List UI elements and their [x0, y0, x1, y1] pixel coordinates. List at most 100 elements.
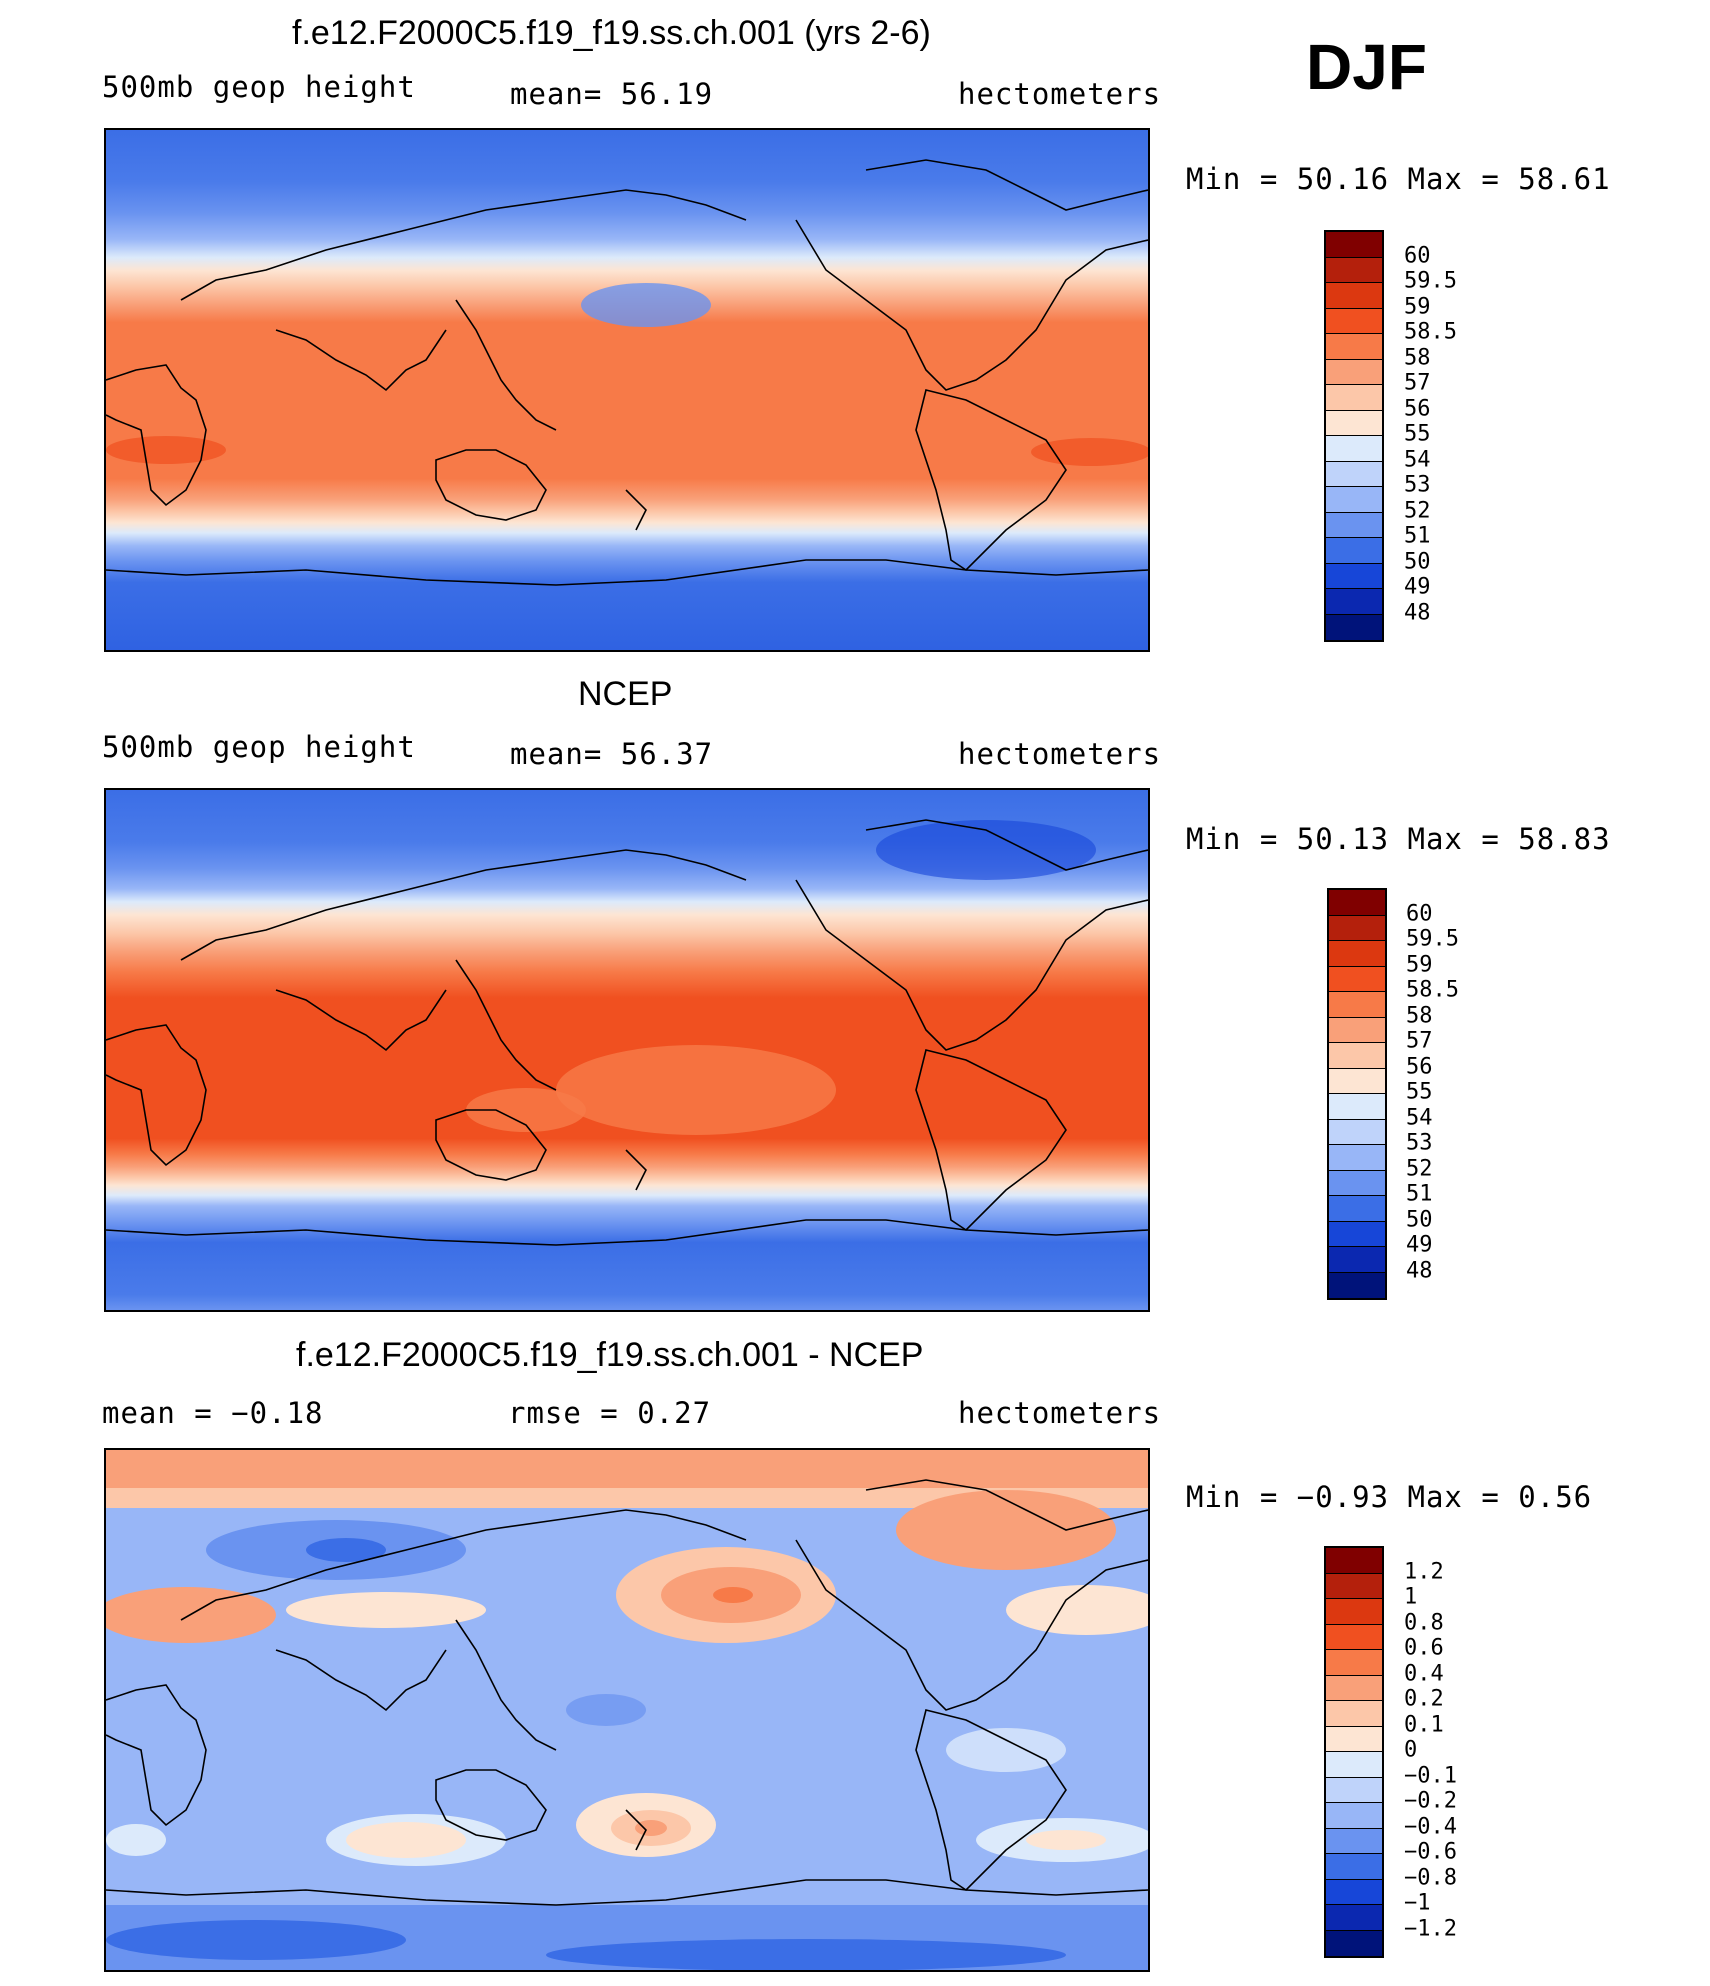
- colorbar-label: 52: [1406, 1156, 1433, 1181]
- colorbar-swatch: [1326, 308, 1382, 334]
- colorbar-swatch: [1326, 257, 1382, 283]
- colorbar-swatch: [1329, 1145, 1385, 1171]
- colorbar-swatch: [1326, 1624, 1382, 1650]
- panel-model-coastlines: [106, 159, 1148, 586]
- colorbar-label: 1: [1404, 1584, 1418, 1610]
- colorbar-label: −0.8: [1404, 1865, 1457, 1890]
- colorbar-swatch: [1329, 1221, 1385, 1247]
- colorbar-swatch: [1326, 487, 1382, 513]
- colorbar-swatch: [1326, 1599, 1382, 1625]
- colorbar-label: 50: [1404, 549, 1431, 574]
- colorbar-swatch: [1329, 1272, 1385, 1298]
- colorbar-label: 59: [1406, 952, 1433, 977]
- panel-obs-colorbar-labels: 60 59.5 59 58.5 58 57 56 55 54 53 52 51 …: [1406, 888, 1486, 1300]
- colorbar-swatch: [1329, 1119, 1385, 1145]
- colorbar-label: 0.4: [1404, 1661, 1444, 1686]
- colorbar-label: 56: [1404, 396, 1431, 421]
- colorbar-swatch: [1329, 1068, 1385, 1094]
- colorbar-label: 49: [1404, 574, 1431, 600]
- colorbar-swatch: [1326, 1573, 1382, 1599]
- panel-model-units-label: hectometers: [958, 77, 1162, 111]
- panel-obs-mean-label: mean= 56.37: [510, 737, 714, 771]
- colorbar-swatch: [1326, 410, 1382, 436]
- colorbar-label: 55: [1406, 1079, 1433, 1105]
- colorbar-label: 0.6: [1404, 1635, 1444, 1661]
- colorbar-swatch: [1326, 359, 1382, 385]
- colorbar-label: 52: [1404, 498, 1431, 523]
- panel-model-minmax-label: Min = 50.16 Max = 58.61: [1186, 162, 1611, 196]
- colorbar-label: 0.2: [1404, 1686, 1444, 1712]
- colorbar-swatch: [1326, 283, 1382, 309]
- panel-diff-title: f.e12.F2000C5.f19_f19.ss.ch.001 - NCEP: [296, 1336, 924, 1374]
- colorbar-swatch: [1329, 1196, 1385, 1222]
- colorbar-swatch: [1326, 385, 1382, 411]
- panel-obs-variable-label: 500mb geop height: [102, 730, 416, 764]
- colorbar-swatch: [1326, 1650, 1382, 1676]
- colorbar-label: 60: [1404, 243, 1431, 268]
- panel-obs-map-svg: [106, 790, 1148, 1310]
- panel-model-colorbar: [1324, 230, 1384, 642]
- colorbar-label: 49: [1406, 1232, 1433, 1258]
- panel-diff-mean-label: mean = −0.18: [102, 1396, 324, 1430]
- panel-obs-coastlines: [106, 819, 1148, 1246]
- colorbar-label: 57: [1404, 370, 1431, 396]
- colorbar-label: 60: [1406, 901, 1433, 926]
- colorbar-swatch: [1329, 941, 1385, 967]
- colorbar-label: −1.2: [1404, 1916, 1457, 1941]
- colorbar-swatch: [1326, 1752, 1382, 1778]
- colorbar-swatch: [1329, 915, 1385, 941]
- colorbar-swatch: [1326, 1548, 1382, 1574]
- panel-model-variable-label: 500mb geop height: [102, 70, 416, 104]
- panel-diff-colorbar-labels: 1.2 1 0.8 0.6 0.4 0.2 0.1 0 −0.1 −0.2 −0…: [1404, 1546, 1494, 1958]
- colorbar-swatch: [1326, 1726, 1382, 1752]
- colorbar-label: 58: [1404, 345, 1431, 370]
- colorbar-swatch: [1326, 512, 1382, 538]
- panel-diff-minmax-label: Min = −0.93 Max = 0.56: [1186, 1480, 1593, 1514]
- panel-model-colorbar-labels: 60 59.5 59 58.5 58 57 56 55 54 53 52 51 …: [1404, 230, 1484, 642]
- colorbar-label: −0.1: [1404, 1763, 1457, 1788]
- colorbar-swatch: [1326, 1701, 1382, 1727]
- panel-diff-coastlines: [106, 1479, 1148, 1906]
- colorbar-label: 58: [1406, 1003, 1433, 1028]
- colorbar-label: 59.5: [1406, 926, 1459, 952]
- colorbar-label: −0.2: [1404, 1788, 1457, 1814]
- colorbar-label: 59: [1404, 294, 1431, 319]
- panel-obs-units-label: hectometers: [958, 737, 1162, 771]
- colorbar-swatch: [1326, 334, 1382, 360]
- colorbar-label: 54: [1406, 1105, 1433, 1130]
- colorbar-label: 54: [1404, 447, 1431, 472]
- colorbar-swatch: [1326, 1828, 1382, 1854]
- colorbar-swatch: [1326, 232, 1382, 258]
- colorbar-swatch: [1329, 890, 1385, 916]
- panel-diff-units-label: hectometers: [958, 1396, 1162, 1430]
- colorbar-swatch: [1329, 1247, 1385, 1273]
- colorbar-swatch: [1326, 436, 1382, 462]
- colorbar-label: 0: [1404, 1737, 1418, 1763]
- colorbar-label: −1: [1404, 1890, 1431, 1916]
- colorbar-label: 56: [1406, 1054, 1433, 1079]
- colorbar-swatch: [1326, 589, 1382, 615]
- colorbar-label: 53: [1406, 1130, 1433, 1156]
- colorbar-label: 1.2: [1404, 1559, 1444, 1584]
- colorbar-swatch: [1329, 1094, 1385, 1120]
- panel-obs-colorbar: [1327, 888, 1387, 1300]
- colorbar-swatch: [1326, 1854, 1382, 1880]
- colorbar-label: −0.6: [1404, 1839, 1457, 1865]
- panel-diff-map: [104, 1448, 1150, 1972]
- colorbar-label: 48: [1406, 1258, 1433, 1283]
- colorbar-swatch: [1326, 614, 1382, 640]
- panel-obs-title: NCEP: [578, 675, 673, 713]
- season-label: DJF: [1306, 31, 1427, 103]
- panel-model-map: [104, 128, 1150, 652]
- colorbar-label: 53: [1404, 472, 1431, 498]
- panel-diff-map-svg: [106, 1450, 1148, 1970]
- colorbar-swatch: [1326, 563, 1382, 589]
- panel-model-mean-label: mean= 56.19: [510, 77, 714, 111]
- colorbar-swatch: [1329, 1017, 1385, 1043]
- colorbar-label: 58.5: [1406, 977, 1459, 1003]
- colorbar-swatch: [1326, 1777, 1382, 1803]
- colorbar-label: 55: [1404, 421, 1431, 447]
- colorbar-swatch: [1326, 1905, 1382, 1931]
- colorbar-swatch: [1326, 1803, 1382, 1829]
- colorbar-label: 51: [1406, 1181, 1433, 1207]
